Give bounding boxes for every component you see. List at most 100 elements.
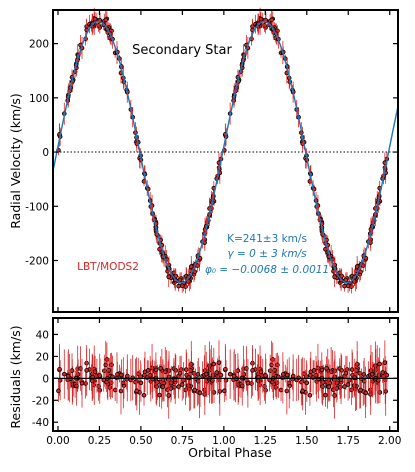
residual-data-point — [286, 380, 292, 386]
residual-data-point — [376, 373, 382, 378]
rv-y-tick-label: 0 — [42, 147, 49, 159]
residuals-y-tick-label: -20 — [32, 395, 49, 407]
rv-y-axis-label: Radial Velocity (km/s) — [8, 93, 23, 229]
residual-data-point — [195, 372, 201, 377]
x-tick-label: 0.25 — [88, 435, 111, 447]
residual-data-point — [57, 367, 62, 372]
residual-data-point — [383, 389, 388, 394]
residual-data-point — [311, 368, 317, 373]
residual-data-point — [345, 382, 351, 387]
residual-data-point — [323, 392, 328, 398]
fit-k-label: K=241±3 km/s — [227, 233, 307, 245]
residual-data-point — [272, 367, 277, 373]
residual-data-point — [313, 372, 319, 378]
residual-data-point — [332, 393, 337, 398]
residual-data-point — [300, 388, 305, 394]
residual-data-point — [342, 384, 347, 389]
residual-data-point — [278, 387, 284, 393]
rv-data-point — [258, 16, 264, 22]
residuals-data-series — [56, 340, 390, 419]
residual-data-point — [107, 385, 113, 390]
residual-data-point — [211, 361, 217, 367]
residual-data-point — [141, 392, 147, 398]
residuals-y-axis-label: Residuals (km/s) — [8, 325, 23, 428]
residuals-y-tick-label: 0 — [42, 373, 49, 385]
residual-data-point — [125, 373, 130, 379]
residual-data-point — [177, 370, 183, 376]
residual-data-point — [192, 387, 198, 393]
rv-panel: -200 -100 0 100 200 Secondary Star Radial Ve… — [8, 7, 399, 313]
rv-data-point — [342, 283, 347, 289]
residual-data-point — [153, 367, 159, 373]
residual-data-point — [343, 370, 349, 376]
residual-data-point — [158, 366, 163, 371]
residual-data-point — [217, 389, 223, 394]
residual-data-point — [231, 373, 237, 379]
x-tick-label: 1.25 — [254, 435, 277, 447]
residual-data-point — [304, 380, 310, 386]
residual-data-point — [65, 373, 71, 379]
residual-data-point — [361, 372, 367, 377]
residual-data-point — [89, 378, 95, 384]
residuals-plot-frame — [52, 317, 399, 432]
residual-data-point — [245, 381, 251, 386]
residual-data-point — [112, 387, 118, 393]
residual-data-point — [377, 361, 382, 367]
residual-data-point — [160, 384, 166, 389]
residual-data-point — [250, 368, 255, 373]
residual-data-point — [307, 392, 313, 398]
residual-data-point — [339, 368, 344, 373]
fit-phi-label: φ₀ = −0.0068 ± 0.0011 — [205, 264, 329, 276]
residual-data-point — [147, 372, 153, 378]
x-tick-label: 2.00 — [378, 435, 401, 447]
x-axis-label: Orbital Phase — [188, 445, 272, 460]
residual-data-point — [280, 372, 286, 377]
residual-data-point — [79, 381, 85, 386]
residual-data-point — [203, 371, 209, 377]
x-tick-label: 0.50 — [129, 435, 152, 447]
rv-data-point — [188, 264, 194, 269]
residual-data-point — [258, 369, 264, 374]
residuals-panel: -40 -20 0 20 40 0.00 0.25 0.50 0.75 1.00 1.25 1.50 1… — [8, 317, 401, 460]
residual-data-point — [290, 373, 296, 379]
residual-data-point — [273, 385, 278, 390]
rv-panel-title: Secondary Star — [132, 43, 232, 58]
x-tick-label: 0.00 — [46, 435, 69, 447]
residual-data-point — [334, 380, 340, 385]
residual-data-point — [324, 366, 329, 371]
fit-gamma-label: γ = 0 ± 3 km/s — [227, 248, 307, 260]
residual-data-point — [115, 372, 120, 377]
residual-data-point — [56, 388, 61, 394]
residual-data-point — [78, 366, 83, 371]
residual-data-point — [154, 384, 160, 389]
residual-data-point — [363, 390, 369, 396]
residuals-y-tick-label: 20 — [36, 351, 49, 363]
residual-data-point — [61, 371, 67, 377]
residuals-y-tick-label: -40 — [32, 417, 49, 429]
rv-y-tick-label: -200 — [25, 255, 49, 267]
residual-data-point — [145, 368, 151, 373]
residual-data-point — [92, 369, 98, 374]
rv-plot-frame — [52, 9, 399, 313]
x-tick-label: 1.00 — [212, 435, 235, 447]
residual-data-point — [169, 380, 174, 385]
residual-data-point — [179, 382, 185, 387]
residual-data-point — [326, 384, 332, 389]
residual-data-point — [354, 361, 360, 367]
residual-data-point — [173, 368, 179, 373]
rv-y-tick-label: 200 — [29, 39, 49, 51]
instrument-label: LBT/MODS2 — [77, 261, 139, 273]
rv-data-point — [176, 283, 181, 289]
residual-data-point — [255, 378, 261, 384]
rv-data-point — [332, 274, 337, 280]
residual-data-point — [138, 380, 144, 386]
residual-data-point — [191, 370, 197, 376]
x-tick-label: 0.75 — [171, 435, 194, 447]
x-tick-label: 1.50 — [295, 435, 318, 447]
rv-data-point — [354, 264, 360, 269]
rv-data-point — [345, 283, 351, 289]
rv-axis-ticks: -200 -100 0 100 200 — [25, 10, 398, 312]
residual-data-point — [319, 367, 325, 373]
